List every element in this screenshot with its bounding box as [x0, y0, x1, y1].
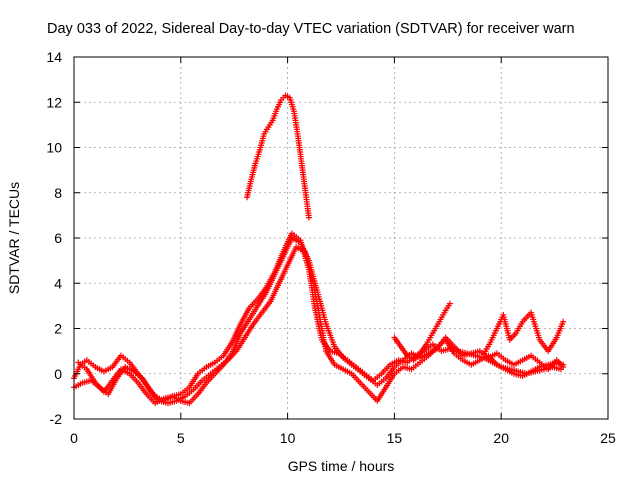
x-tick-label: 10	[280, 430, 296, 446]
y-axis-label: SDTVAR / TECUs	[6, 182, 22, 294]
chart-title: Day 033 of 2022, Sidereal Day-to-day VTE…	[47, 21, 575, 37]
y-tick-label: -2	[50, 411, 63, 427]
x-tick-label: 0	[70, 430, 78, 446]
y-tick-label: 4	[54, 275, 62, 291]
series-track-6	[481, 309, 567, 357]
y-tick-label: 2	[54, 321, 62, 337]
data-point-marker	[305, 214, 312, 221]
y-tick-label: 8	[54, 185, 62, 201]
data-series	[71, 92, 567, 407]
y-tick-label: 10	[46, 140, 62, 156]
y-tick-label: 0	[54, 366, 62, 382]
x-tick-label: 5	[177, 430, 185, 446]
series-track-3	[75, 235, 567, 407]
x-axis-label: GPS time / hours	[288, 458, 395, 474]
data-point-marker	[560, 318, 567, 325]
data-point-marker	[446, 300, 453, 307]
x-tick-label: 20	[493, 430, 509, 446]
series-track-2	[71, 244, 567, 407]
x-tick-label: 15	[387, 430, 403, 446]
series-track-5	[391, 300, 453, 364]
axis-ticks: 0 5 10 15 20 25 -2 0 2 4 6 8 10 12 14	[46, 49, 616, 446]
y-tick-label: 6	[54, 230, 62, 246]
y-tick-label: 14	[46, 49, 62, 65]
series-track-4	[244, 92, 312, 221]
data-point-marker	[560, 363, 567, 370]
y-tick-label: 12	[46, 94, 62, 110]
x-tick-label: 25	[600, 430, 616, 446]
grid-lines	[74, 57, 608, 419]
